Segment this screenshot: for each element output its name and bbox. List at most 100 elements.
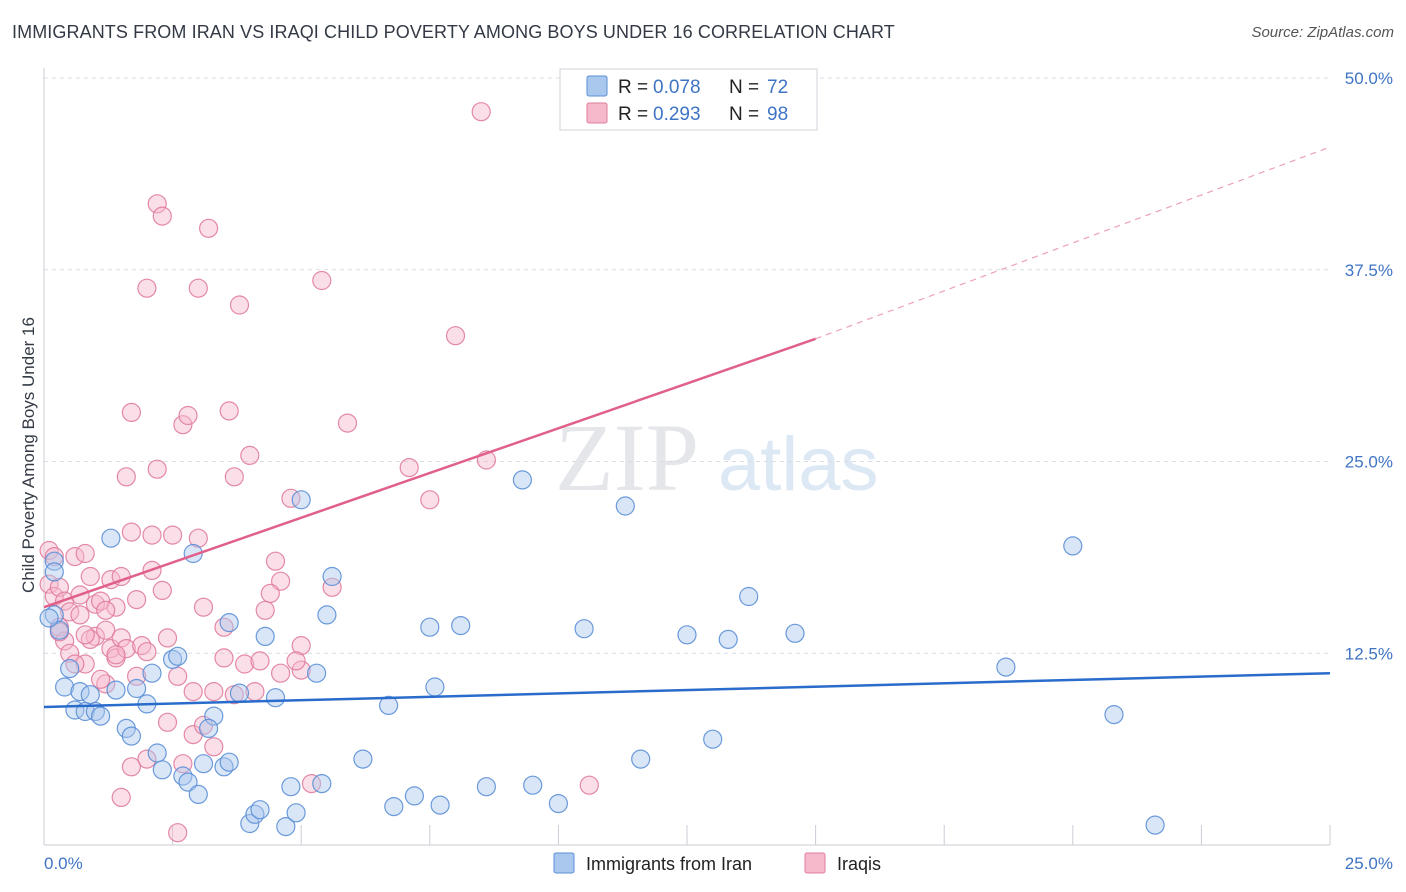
iran-point-63 (703, 729, 723, 749)
iran-point-24 (178, 772, 198, 792)
grid-lines (44, 77, 1330, 654)
iran-point-18 (142, 663, 162, 683)
trend-line-iran (43, 671, 1331, 709)
y-axis-label: Child Poverty Among Boys Under 16 (19, 317, 38, 593)
iraqis-point-12 (70, 605, 90, 625)
bottom-legend-swatch-iraq (804, 852, 826, 874)
iran-point-37 (255, 626, 275, 647)
iran-point-56 (512, 470, 533, 490)
iran-point-27 (193, 754, 214, 774)
trend-lines (43, 146, 1331, 709)
iraqis-point-28 (116, 467, 136, 487)
iran-point-3 (49, 620, 70, 640)
trend-line-iraqis-extension (815, 146, 1331, 340)
iran-point-0 (44, 551, 64, 571)
iraqis-point-53 (229, 295, 250, 315)
y-tick-labels: 12.5% 25.0% 37.5% 50.0% (1345, 69, 1393, 663)
bottom-legend-label-iraq: Iraqis (837, 854, 881, 874)
iraqis-point-14 (75, 654, 95, 674)
legend-n-label-iraq: N = (729, 104, 759, 125)
iraqis-point-46 (188, 278, 208, 298)
iraqis-point-54 (235, 654, 255, 674)
iran-point-39 (276, 816, 296, 837)
chart-source: Source: ZipAtlas.com (1251, 24, 1394, 41)
iraqis-point-64 (312, 270, 332, 291)
iraqis-point-33 (137, 278, 157, 298)
iraqis-point-48 (199, 218, 219, 238)
y-tick-label-3: 50.0% (1345, 69, 1393, 88)
iraqis-point-30 (121, 522, 141, 542)
iran-point-71 (39, 608, 59, 628)
iran-point-59 (574, 619, 594, 639)
iran-point-31 (219, 752, 239, 772)
iraqis-point-13 (75, 543, 95, 564)
iraqis-point-86 (204, 737, 224, 757)
iran-point-40 (281, 777, 301, 797)
iran-point-45 (317, 605, 337, 625)
iran-point-1 (44, 562, 64, 582)
iran-point-43 (307, 663, 327, 683)
iran-point-36 (250, 800, 270, 820)
iran-point-48 (379, 695, 399, 716)
iran-point-9 (80, 685, 100, 705)
iraqis-point-15 (80, 566, 100, 587)
iran-point-64 (718, 629, 738, 650)
iraqis-point-16 (85, 626, 106, 647)
iran-point-46 (322, 566, 342, 587)
iran-point-52 (425, 677, 445, 697)
iran-point-51 (420, 617, 440, 637)
iraqis-point-89 (250, 651, 270, 671)
iran-point-62 (677, 625, 697, 645)
iraqis-point-94 (75, 625, 95, 645)
iraqis-point-67 (399, 458, 419, 478)
iraqis-point-3 (44, 546, 64, 567)
iran-point-61 (631, 749, 651, 769)
iran-point-21 (163, 649, 183, 670)
y-tick-label-0: 12.5% (1345, 644, 1393, 663)
bottom-legend: Immigrants from Iran Iraqis (553, 852, 881, 874)
series-iraqis-points (39, 102, 599, 843)
iraqis-point-63 (301, 773, 322, 794)
bottom-legend-swatch-iran (553, 852, 575, 874)
iraqis-point-76 (90, 669, 111, 689)
iraqis-point-40 (157, 628, 178, 648)
iraqis-point-87 (214, 648, 234, 668)
iraqis-point-66 (337, 413, 358, 433)
iran-point-34 (240, 813, 260, 834)
y-tick-label-2: 37.5% (1345, 261, 1393, 280)
iran-point-11 (90, 706, 111, 726)
trend-line-iraqis (43, 337, 817, 609)
iraqis-point-37 (147, 459, 167, 479)
iran-point-33 (229, 683, 250, 703)
iran-point-69 (1104, 704, 1124, 725)
iraqis-point-38 (147, 194, 167, 214)
iran-point-66 (785, 623, 805, 643)
iran-point-23 (173, 766, 193, 786)
iran-point-70 (1145, 815, 1165, 835)
iraqis-point-17 (85, 594, 106, 614)
iran-point-55 (476, 777, 496, 797)
iraqis-point-68 (420, 490, 440, 510)
legend-n-value-iran: 72 (767, 77, 788, 98)
iran-point-5 (60, 658, 80, 679)
iraqis-point-51 (219, 401, 239, 421)
iraqis-point-82 (168, 823, 188, 843)
iran-point-67 (996, 657, 1016, 677)
iran-point-32 (219, 612, 239, 633)
iran-point-26 (188, 784, 208, 805)
watermark-zip: ZIP (555, 404, 699, 511)
x-tick-label-1: 25.0% (1345, 854, 1393, 873)
iran-point-65 (739, 586, 759, 607)
legend-r-label-iran: R = (618, 77, 648, 98)
iraqis-point-19 (96, 620, 116, 640)
iraqis-point-58 (265, 551, 286, 571)
series-iran-points (39, 470, 1165, 837)
iraqis-point-90 (260, 583, 280, 604)
iraqis-point-91 (271, 663, 291, 683)
iraqis-point-32 (132, 635, 152, 656)
chart-title: IMMIGRANTS FROM IRAN VS IRAQI CHILD POVE… (12, 22, 895, 42)
axes (43, 68, 1331, 846)
iraqis-point-72 (579, 775, 599, 795)
iran-point-60 (615, 496, 635, 516)
iraqis-point-97 (121, 757, 141, 777)
